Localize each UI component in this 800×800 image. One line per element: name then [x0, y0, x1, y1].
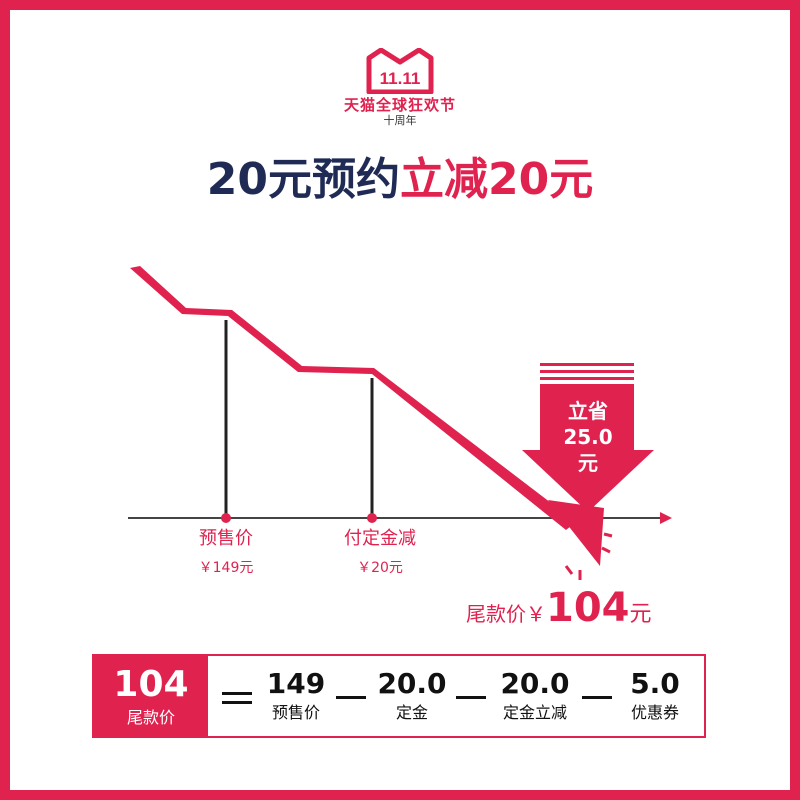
summary-result-label: 尾款价 — [126, 708, 175, 727]
price-summary-bar: 104 尾款价 149 预售价 20.0 定金 20.0 定金立减 5.0 优惠… — [92, 654, 706, 738]
summary-item-value: 20.0 — [377, 667, 447, 700]
summary-item-value: 20.0 — [500, 667, 570, 700]
summary-item-label: 定金 — [395, 703, 428, 722]
savings-badge: 立省 25.0 元 — [552, 398, 624, 476]
summary-item-deposit: 20.0 定金 — [357, 666, 467, 724]
equals-sign-top — [222, 692, 252, 695]
presale-label-group: 预售价 ￥149元 — [166, 528, 286, 578]
summary-item-value: 5.0 — [630, 667, 680, 700]
title-part-red: 立减20元 — [400, 154, 594, 205]
presale-price: ￥149元 — [198, 560, 254, 576]
summary-item-presale: 149 预售价 — [241, 666, 351, 724]
minus-sign — [336, 696, 366, 699]
equals-sign-bottom — [222, 701, 252, 704]
final-price-label: 尾款价￥ — [466, 602, 546, 626]
summary-item-label: 优惠券 — [630, 703, 679, 722]
final-price-unit: 元 — [629, 602, 652, 627]
minus-sign — [582, 696, 612, 699]
trend-arrowhead-icon — [548, 500, 604, 566]
final-price-value: 104 — [546, 585, 630, 631]
cat-head-logo-icon: 11.11 — [366, 48, 434, 94]
summary-item-coupon: 5.0 优惠券 — [600, 666, 710, 724]
price-trend-line — [130, 266, 576, 530]
deposit-discount: ￥20元 — [357, 560, 403, 576]
summary-item-label: 预售价 — [271, 703, 320, 722]
logo-subtitle: 十周年 — [383, 114, 417, 127]
axis-arrow-icon — [660, 512, 672, 524]
presale-label: 预售价 — [199, 528, 253, 549]
minus-sign — [456, 696, 486, 699]
savings-amount: 25.0 — [563, 425, 613, 449]
burst-icon — [564, 523, 613, 580]
summary-result-value: 104 — [113, 664, 189, 705]
summary-item-label: 定金立减 — [502, 703, 567, 722]
tmall-double11-logo: 11.11 天猫全球狂欢节 十周年 — [340, 48, 460, 127]
page-title: 20元预约立减20元 — [0, 152, 800, 208]
deposit-label-group: 付定金减 ￥20元 — [320, 528, 440, 578]
savings-arrow-icon — [522, 363, 654, 512]
summary-result: 104 尾款价 — [94, 656, 208, 736]
title-part-dark: 20元预约 — [206, 154, 400, 205]
summary-item-deposit-discount: 20.0 定金立减 — [480, 666, 590, 724]
savings-unit: 元 — [578, 451, 598, 475]
savings-line-1: 立省 — [568, 399, 608, 423]
summary-item-value: 149 — [266, 667, 326, 700]
deposit-label: 付定金减 — [344, 528, 416, 549]
presale-point — [221, 513, 231, 523]
logo-name: 天猫全球狂欢节 — [343, 96, 456, 114]
final-price: 尾款价￥104元 — [466, 585, 652, 631]
logo-badge-text: 11.11 — [380, 69, 421, 88]
deposit-point — [367, 513, 377, 523]
